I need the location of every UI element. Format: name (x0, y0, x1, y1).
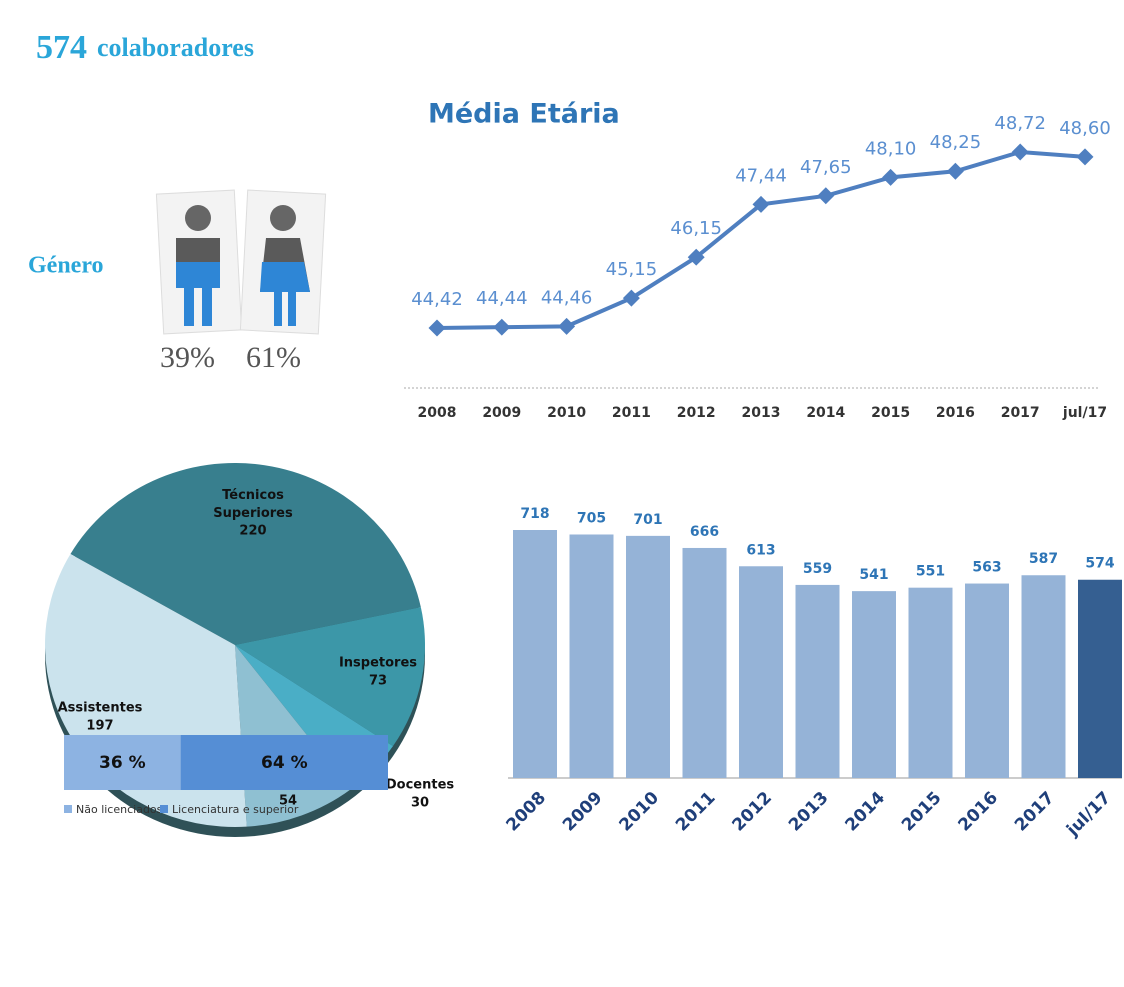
headline: 574 colaboradores (36, 29, 254, 66)
bar-value-label: 613 (746, 542, 775, 558)
slice-label: Assistentes (58, 701, 143, 716)
bar (908, 587, 953, 778)
bar-value-label: 705 (577, 510, 606, 526)
slice-value: 30 (411, 796, 429, 811)
bar-value-label: 718 (520, 506, 549, 522)
value-label: 48,25 (930, 132, 982, 153)
value-label: 47,65 (800, 157, 852, 178)
line-point (1076, 148, 1094, 166)
x-tick-label: 2015 (871, 405, 910, 421)
value-label: 48,10 (865, 138, 917, 159)
bar (569, 534, 614, 778)
line-point (687, 248, 705, 266)
bar (1021, 575, 1066, 778)
x-tick-label: 2010 (615, 788, 663, 836)
x-tick-label: 2012 (728, 788, 776, 836)
x-tick-label: 2014 (806, 405, 845, 421)
value-label: 44,46 (541, 287, 593, 308)
segment (180, 735, 388, 790)
x-tick-label: 2010 (547, 405, 586, 421)
bar-value-label: 666 (690, 524, 719, 540)
bar-value-label: 559 (803, 561, 832, 577)
x-tick-label: 2012 (677, 405, 716, 421)
bar (965, 583, 1009, 778)
value-label: 48,72 (994, 113, 1046, 134)
bar-value-label: 574 (1085, 556, 1114, 572)
legend-label: Licenciatura e superior (172, 803, 299, 816)
bar (795, 584, 840, 778)
x-tick-label: 2015 (898, 788, 946, 836)
x-tick-label: jul/17 (1062, 405, 1107, 421)
female-icon (239, 189, 327, 335)
line-point (622, 289, 640, 307)
x-tick-label: 2013 (742, 405, 781, 421)
x-tick-label: 2014 (841, 788, 889, 836)
bar-value-label: 701 (633, 512, 662, 528)
bar-value-label: 563 (972, 560, 1001, 576)
x-tick-label: jul/17 (1062, 788, 1115, 841)
line-title: Média Etária (428, 99, 620, 130)
bar (682, 547, 727, 778)
legend-label: Não licenciados (76, 803, 163, 816)
x-tick-label: 2009 (482, 405, 521, 421)
x-tick-label: 2008 (502, 788, 550, 836)
line-point (817, 187, 835, 205)
slice-label-line: Técnicos (222, 488, 284, 503)
line-point (428, 319, 446, 337)
line-point (946, 162, 964, 180)
value-label: 44,42 (411, 289, 463, 310)
slice-label: Docentes (386, 778, 455, 793)
line-point (752, 195, 770, 213)
segment-label: 64 % (261, 753, 308, 773)
x-tick-label: 2013 (785, 788, 833, 836)
value-label: 47,44 (735, 165, 787, 186)
slice-value: 197 (86, 719, 113, 734)
x-tick-label: 2008 (418, 405, 457, 421)
legend-swatch (160, 805, 168, 813)
male-icon (155, 189, 243, 335)
slice-label-line: Superiores (213, 506, 293, 521)
slice-value: 73 (369, 674, 387, 689)
slice-label: Inspetores (339, 656, 417, 671)
bar (626, 535, 670, 778)
value-label: 45,15 (606, 259, 658, 280)
line-point (1011, 143, 1029, 161)
x-tick-label: 2017 (1011, 788, 1059, 836)
x-tick-label: 2016 (936, 405, 975, 421)
line-point (558, 317, 576, 335)
legend-swatch (64, 805, 72, 813)
segment (64, 735, 181, 790)
bar (513, 530, 557, 778)
female-percent: 61% (246, 341, 301, 374)
bar-value-label: 541 (859, 567, 888, 583)
x-tick-label: 2011 (612, 405, 651, 421)
bar (1078, 579, 1122, 778)
headline-label: colaboradores (97, 33, 254, 62)
slice-label: Técnicos Superiores (213, 488, 293, 521)
gender-label: Género (28, 253, 104, 279)
bar (852, 591, 896, 778)
segment-label: 36 % (99, 753, 146, 773)
pie-slice (235, 607, 426, 747)
slice-value: 220 (239, 524, 266, 539)
value-label: 48,60 (1059, 118, 1111, 139)
headline-count: 574 (36, 29, 87, 66)
line-point (493, 318, 511, 336)
pie-slice (70, 462, 421, 645)
slice-value: 54 (279, 794, 297, 809)
x-tick-label: 2011 (672, 788, 720, 836)
x-tick-label: 2009 (559, 788, 607, 836)
bar-value-label: 551 (916, 564, 945, 580)
x-tick-label: 2016 (954, 788, 1002, 836)
male-percent: 39% (160, 341, 215, 374)
x-tick-label: 2017 (1001, 405, 1040, 421)
value-label: 46,15 (670, 218, 722, 239)
bar-value-label: 587 (1029, 551, 1058, 567)
bar (739, 566, 783, 778)
value-label: 44,44 (476, 288, 528, 309)
line-point (882, 168, 900, 186)
